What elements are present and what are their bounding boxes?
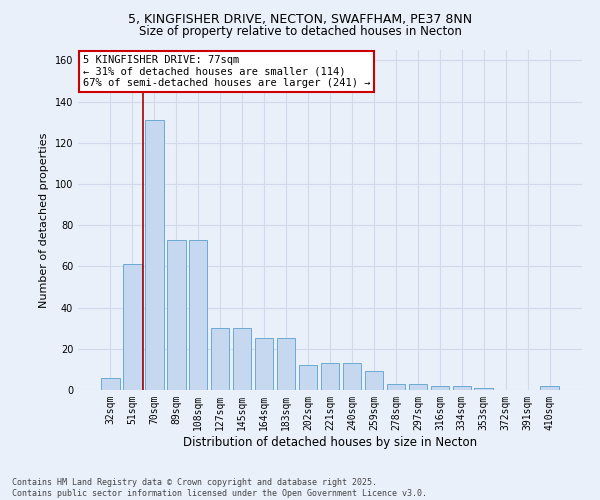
Y-axis label: Number of detached properties: Number of detached properties [39,132,49,308]
Text: Size of property relative to detached houses in Necton: Size of property relative to detached ho… [139,25,461,38]
Text: Contains HM Land Registry data © Crown copyright and database right 2025.
Contai: Contains HM Land Registry data © Crown c… [12,478,427,498]
Bar [145,120,164,390]
Text: 5, KINGFISHER DRIVE, NECTON, SWAFFHAM, PE37 8NN: 5, KINGFISHER DRIVE, NECTON, SWAFFHAM, P… [128,12,472,26]
Bar [409,384,427,390]
Text: 5 KINGFISHER DRIVE: 77sqm
← 31% of detached houses are smaller (114)
67% of semi: 5 KINGFISHER DRIVE: 77sqm ← 31% of detac… [83,55,371,88]
Bar [211,328,229,390]
Bar [541,386,559,390]
Bar [431,386,449,390]
Bar [475,388,493,390]
Bar [452,386,471,390]
Bar [343,363,361,390]
Bar [277,338,295,390]
Bar [255,338,274,390]
Bar [189,240,208,390]
Bar [233,328,251,390]
Bar [167,240,185,390]
Bar [386,384,405,390]
Bar [320,363,340,390]
X-axis label: Distribution of detached houses by size in Necton: Distribution of detached houses by size … [183,436,477,448]
Bar [101,378,119,390]
Bar [123,264,142,390]
Bar [299,366,317,390]
Bar [365,372,383,390]
